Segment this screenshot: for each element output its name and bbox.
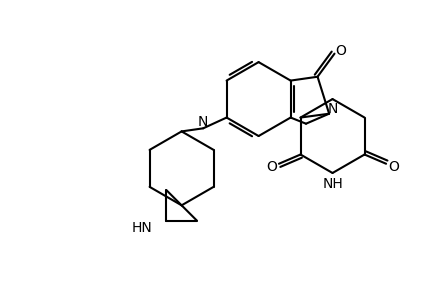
Text: HN: HN [132, 221, 153, 235]
Text: O: O [388, 160, 399, 174]
Text: N: N [328, 102, 338, 116]
Text: NH: NH [322, 177, 343, 191]
Text: O: O [335, 44, 346, 57]
Text: O: O [266, 160, 277, 174]
Text: N: N [198, 115, 208, 129]
